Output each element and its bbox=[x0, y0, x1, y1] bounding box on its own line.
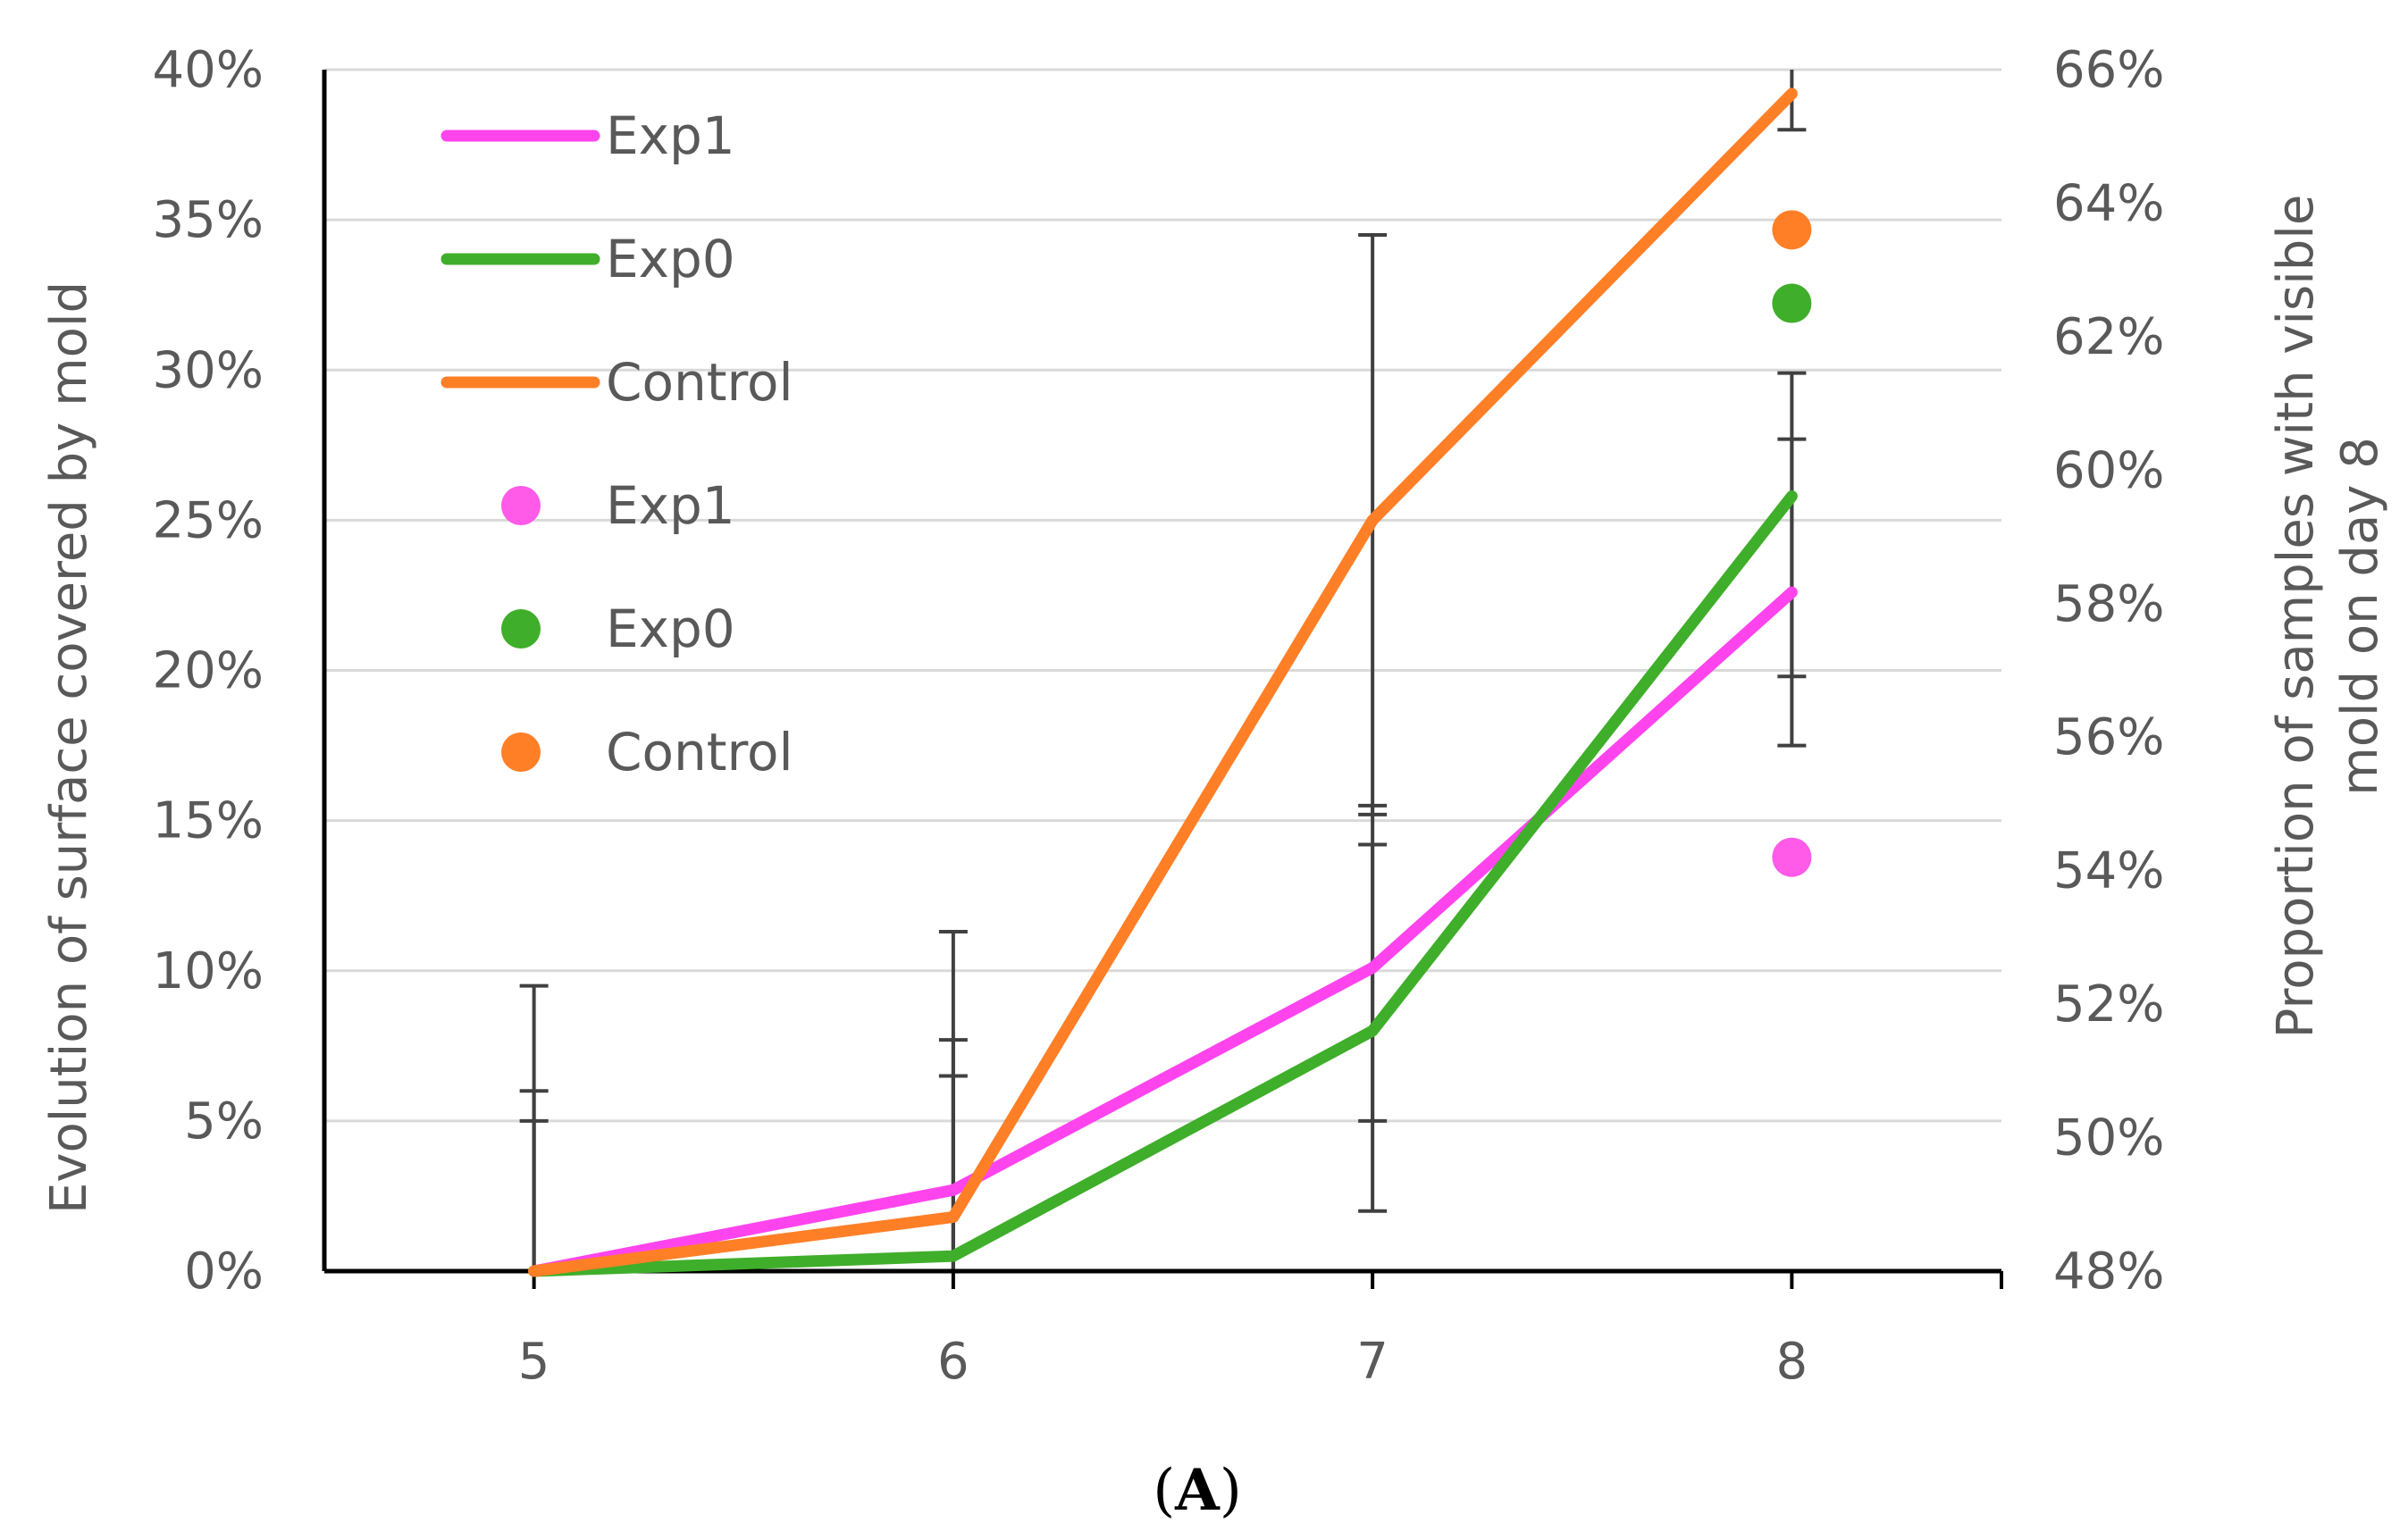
legend-marker-label-exp1: Exp1 bbox=[606, 475, 735, 536]
x-tick-label: 7 bbox=[1356, 1333, 1389, 1391]
tick-labels: 0% 5% 10% 15% 20% 25% 30% 35% 40% 48% 50% 52% 54% 56%… bbox=[153, 41, 2165, 1391]
legend-label-exp1: Exp1 bbox=[606, 105, 735, 166]
panel-label-letter: A bbox=[1174, 1457, 1221, 1524]
series-line-exp1 bbox=[528, 586, 1798, 1277]
axes bbox=[322, 70, 2003, 1289]
y-tick-label: 35% bbox=[153, 191, 264, 249]
series-line-control bbox=[528, 88, 1798, 1277]
legend-label-exp0: Exp0 bbox=[606, 229, 735, 289]
legend-label-control: Control bbox=[606, 352, 793, 413]
y-tick-label: 20% bbox=[153, 642, 264, 700]
legend-marker-label-control: Control bbox=[606, 722, 793, 783]
legend-marker-control bbox=[501, 732, 541, 772]
legend-marker-label-exp0: Exp0 bbox=[606, 598, 735, 659]
y2-tick-label: 58% bbox=[2053, 575, 2164, 633]
marker-control bbox=[1772, 210, 1812, 250]
gridlines bbox=[324, 68, 2001, 1123]
x-tick-label: 6 bbox=[937, 1333, 969, 1391]
y-tick-label: 5% bbox=[184, 1092, 264, 1151]
y2-tick-label: 64% bbox=[2053, 174, 2164, 232]
y-tick-label: 30% bbox=[153, 341, 264, 399]
marker-exp1 bbox=[1772, 837, 1812, 877]
legend-marker-exp0 bbox=[501, 609, 541, 649]
y2-tick-label: 66% bbox=[2053, 41, 2164, 99]
y-tick-label: 15% bbox=[153, 792, 264, 850]
y2-tick-label: 48% bbox=[2053, 1243, 2164, 1301]
y2-tick-label: 50% bbox=[2053, 1109, 2164, 1168]
y-tick-label: 10% bbox=[153, 942, 264, 1000]
y2-tick-label: 56% bbox=[2053, 708, 2164, 766]
y2-tick-label: 62% bbox=[2053, 308, 2164, 366]
y-tick-label: 25% bbox=[153, 491, 264, 549]
y2-axis-title-line1: Proportion of samples with visible bbox=[2267, 195, 2325, 1039]
right-axis-markers bbox=[1772, 210, 1812, 877]
y-tick-label: 40% bbox=[153, 41, 264, 99]
panel-label-open: ( bbox=[1153, 1458, 1175, 1524]
series-lines bbox=[528, 88, 1798, 1277]
series-line-exp0 bbox=[528, 490, 1798, 1277]
panel-label-close: ) bbox=[1220, 1458, 1242, 1524]
y2-tick-label: 52% bbox=[2053, 975, 2164, 1034]
marker-exp0 bbox=[1772, 283, 1812, 323]
y2-tick-label: 60% bbox=[2053, 441, 2164, 499]
y2-tick-label: 54% bbox=[2053, 842, 2164, 900]
legend-marker-exp1 bbox=[501, 486, 541, 525]
y-axis-title: Evolution of surface covered by mold bbox=[40, 281, 98, 1214]
panel-label: (A) bbox=[1153, 1457, 1242, 1524]
y2-axis-title-line2: mold on day 8 bbox=[2331, 437, 2389, 796]
y-tick-label: 0% bbox=[184, 1243, 264, 1301]
legend: Exp1 Exp0 Control Exp1 Exp0 Control bbox=[440, 105, 793, 783]
x-tick-label: 5 bbox=[518, 1333, 550, 1391]
x-tick-label: 8 bbox=[1776, 1333, 1808, 1391]
